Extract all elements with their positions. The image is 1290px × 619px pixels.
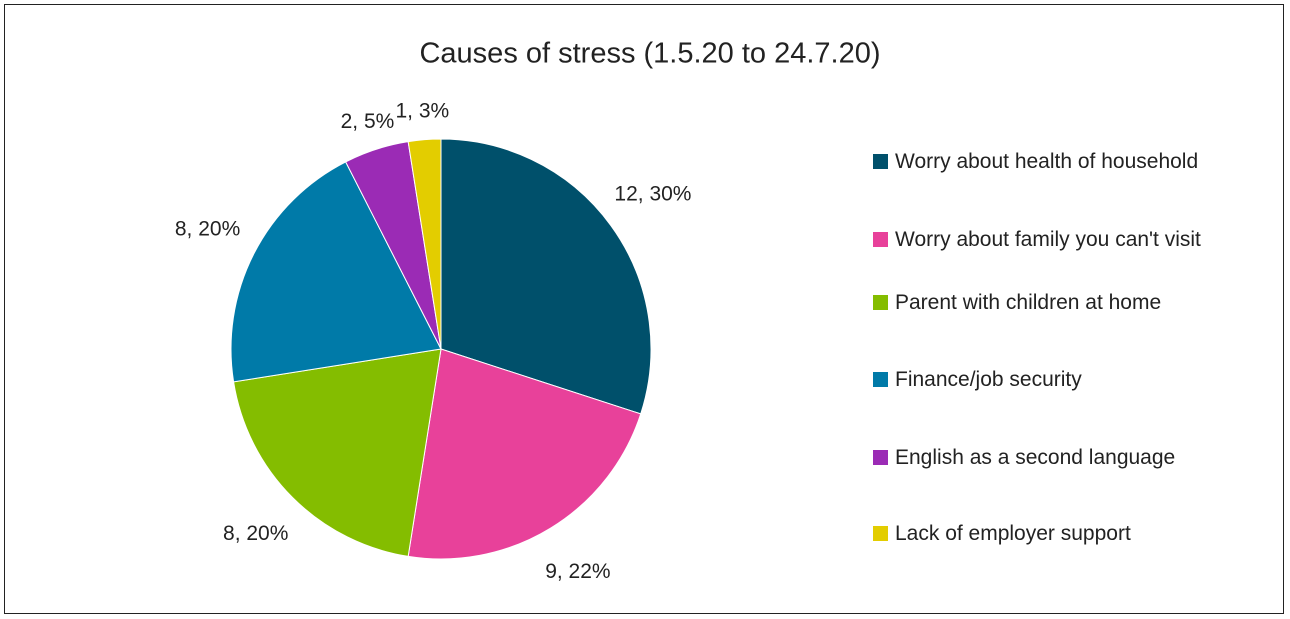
legend-label: English as a second language [895, 446, 1176, 469]
legend-label: Worry about family you can't visit [895, 228, 1201, 251]
legend-swatch [873, 154, 888, 169]
legend-label: Lack of employer support [895, 522, 1131, 545]
legend-item: English as a second language [873, 442, 1253, 473]
chart-frame [4, 4, 1284, 614]
pie-slice [440, 138, 652, 415]
value-label: 2, 5% [341, 110, 395, 133]
pie-slice [230, 161, 442, 383]
pie-slice [407, 138, 442, 350]
value-label: 1, 3% [395, 99, 449, 122]
legend-item: Lack of employer support [873, 518, 1253, 549]
legend-swatch [873, 450, 888, 465]
chart-title: Causes of stress (1.5.20 to 24.7.20) [419, 38, 880, 70]
legend-label: Finance/job security [895, 368, 1082, 391]
pie-slice [407, 348, 642, 560]
legend-item: Worry about family you can't visit [873, 224, 1253, 255]
value-label: 9, 22% [545, 560, 610, 583]
legend-swatch [873, 232, 888, 247]
value-label: 12, 30% [614, 183, 691, 206]
value-label: 8, 20% [175, 218, 240, 241]
legend-item: Parent with children at home [873, 287, 1253, 318]
legend-label: Parent with children at home [895, 291, 1162, 314]
legend-item: Finance/job security [873, 364, 1253, 395]
legend-swatch [873, 372, 888, 387]
legend-swatch [873, 295, 888, 310]
pie-slice [233, 348, 442, 557]
legend-swatch [873, 526, 888, 541]
legend-item: Worry about health of household [873, 146, 1253, 177]
legend-label: Worry about health of household [895, 150, 1199, 173]
value-label: 8, 20% [223, 522, 288, 545]
